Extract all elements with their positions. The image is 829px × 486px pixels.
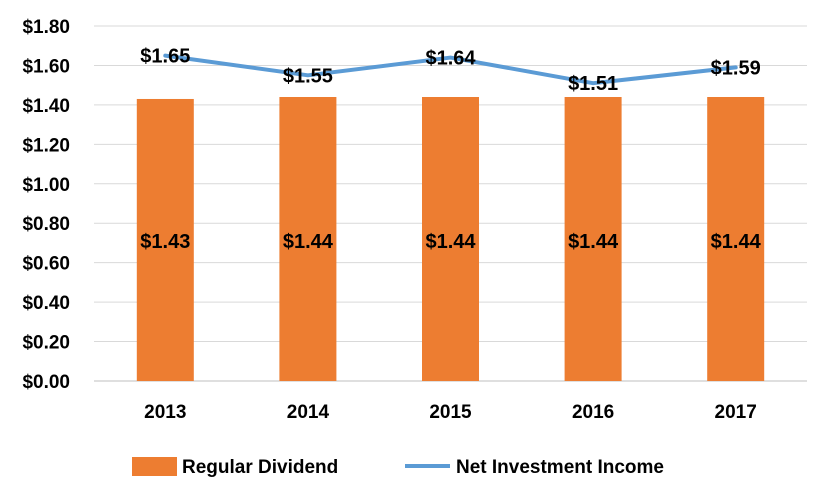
legend-label-net-investment-income: Net Investment Income (456, 457, 664, 478)
y-axis-ticks: $0.00 $0.20 $0.40 $0.60 $0.80 $1.00 $1.20 $1.40… (22, 17, 70, 393)
bar-data-label: $1.44 (568, 231, 619, 253)
y-tick-label: $0.00 (22, 372, 70, 393)
bar (279, 97, 337, 381)
x-tick-label: 2017 (715, 402, 757, 423)
line-data-label: $1.59 (711, 57, 761, 79)
y-tick-label: $1.60 (22, 56, 70, 77)
line-data-label: $1.64 (425, 48, 476, 70)
bar-data-label: $1.44 (711, 231, 762, 253)
line-data-label: $1.65 (140, 46, 190, 68)
x-axis-ticks: 2013 2014 2015 2016 2017 (144, 402, 757, 423)
y-tick-label: $0.40 (22, 293, 70, 314)
bar (707, 97, 765, 381)
y-tick-label: $0.80 (22, 214, 70, 235)
bars-regular-dividend (136, 97, 765, 381)
bar-data-label: $1.44 (425, 231, 476, 253)
bar (136, 98, 194, 381)
legend-label-regular-dividend: Regular Dividend (182, 457, 338, 478)
bar-data-label: $1.44 (283, 231, 334, 253)
line-data-labels: $1.65 $1.55 $1.64 $1.51 $1.59 (140, 46, 760, 96)
line-data-label: $1.55 (283, 65, 333, 87)
x-tick-label: 2013 (144, 402, 186, 423)
x-tick-label: 2014 (287, 402, 330, 423)
x-tick-label: 2015 (429, 402, 472, 423)
bar (564, 97, 622, 381)
x-tick-label: 2016 (572, 402, 614, 423)
legend-swatch-regular-dividend (132, 457, 177, 476)
y-tick-label: $1.40 (22, 96, 70, 117)
line-net-investment-income (163, 53, 738, 86)
line-data-label: $1.51 (568, 73, 618, 95)
y-tick-label: $1.20 (22, 135, 70, 156)
y-tick-label: $1.80 (22, 17, 70, 38)
y-tick-label: $0.20 (22, 333, 70, 354)
bar (422, 97, 479, 381)
bar-data-labels: $1.43 $1.44 $1.44 $1.44 $1.44 (140, 231, 761, 253)
bar-data-label: $1.43 (140, 231, 190, 253)
legend: Regular Dividend Net Investment Income (132, 457, 664, 478)
y-tick-label: $1.00 (22, 175, 70, 196)
y-tick-label: $0.60 (22, 254, 70, 275)
